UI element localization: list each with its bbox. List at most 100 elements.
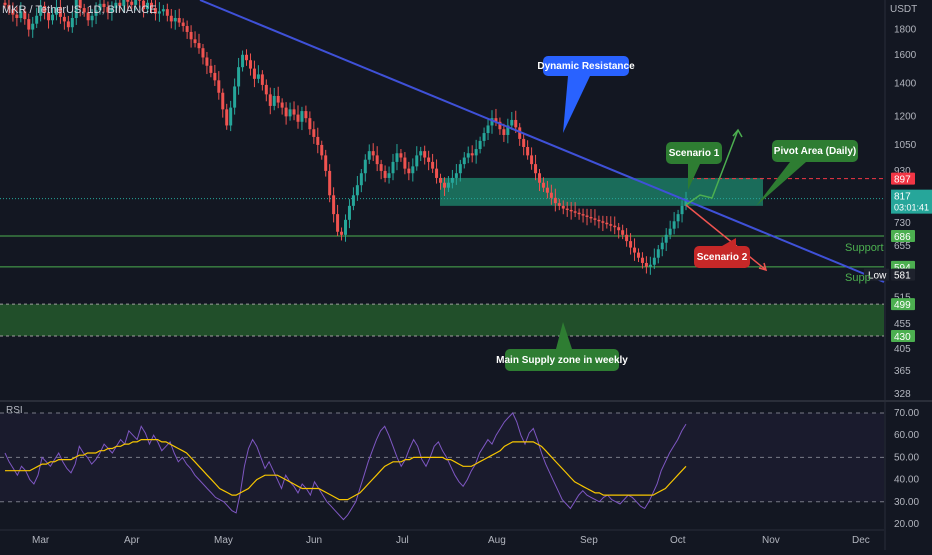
candle-body-109: [435, 168, 439, 178]
callout-pivot-area-pointer: [756, 162, 806, 206]
candle-body-87: [347, 205, 351, 220]
candle-body-100: [399, 153, 403, 158]
price-tag-897: 897: [894, 175, 911, 186]
candle-body-101: [403, 157, 407, 169]
candle-body-34: [138, 0, 142, 1]
candle-body-139: [553, 197, 557, 204]
price-tick-328: 328: [894, 389, 911, 400]
candle-body-8: [35, 15, 39, 24]
candle-body-84: [336, 214, 340, 232]
candle-body-99: [395, 153, 399, 162]
callout-dynamic-resistance[interactable]: Dynamic Resistance: [537, 56, 635, 76]
candle-body-114: [454, 173, 458, 178]
candle-body-103: [411, 166, 415, 174]
price-tick-405: 405: [894, 344, 911, 355]
callout-main-supply-zone[interactable]: Main Supply zone in weekly: [496, 349, 628, 371]
candle-body-66: [264, 84, 268, 95]
candle-body-0: [3, 2, 7, 5]
candle-body-112: [446, 182, 450, 188]
candle-body-72: [288, 109, 292, 117]
candle-body-126: [502, 129, 506, 135]
candle-body-9: [39, 5, 43, 16]
candle-body-127: [506, 125, 510, 135]
candle-body-48: [193, 39, 197, 44]
candle-body-153: [609, 224, 613, 226]
candle-body-123: [490, 118, 494, 126]
last-price-value: 817: [894, 192, 911, 203]
candle-body-122: [486, 125, 490, 134]
candle-body-74: [296, 114, 300, 122]
candle-body-92: [367, 151, 371, 160]
candle-body-120: [478, 140, 482, 150]
price-tag-686-bg: [891, 230, 915, 243]
candle-body-102: [407, 168, 411, 174]
candle-body-118: [470, 153, 474, 156]
candle-body-18: [74, 0, 78, 19]
candle-body-14: [58, 7, 62, 17]
candle-body-60: [241, 54, 245, 68]
candle-body-23: [94, 10, 98, 16]
candle-body-68: [272, 95, 276, 106]
candle-body-22: [90, 15, 94, 21]
candle-body-47: [189, 31, 193, 40]
callout-scenario-2[interactable]: Scenario 2: [694, 246, 750, 268]
candle-body-12: [51, 14, 55, 21]
candle-body-3: [15, 14, 19, 18]
callout-pivot-area[interactable]: Pivot Area (Daily): [772, 140, 858, 162]
candle-body-76: [304, 111, 308, 119]
time-tick-dec: Dec: [852, 535, 870, 546]
candle-body-1: [7, 4, 11, 10]
rsi-tick-60: 60.00: [894, 430, 919, 441]
support-label-594: Supp: [845, 272, 871, 284]
time-tick-apr: Apr: [124, 535, 140, 546]
zone-pivot-area: [440, 177, 763, 206]
candle-body-142: [565, 208, 569, 210]
callout-scenario-2-pointer: [722, 238, 736, 246]
candle-body-25: [102, 3, 106, 8]
scenario-2-arrow: [685, 204, 767, 271]
callout-scenario-1[interactable]: Scenario 1: [666, 142, 722, 164]
candle-body-151: [601, 221, 605, 223]
candle-body-107: [427, 157, 431, 162]
candle-body-70: [280, 102, 284, 108]
candle-body-46: [185, 26, 189, 32]
candle-body-155: [617, 227, 621, 231]
candle-body-111: [442, 182, 446, 188]
callout-dynamic-resistance-pointer: [563, 76, 590, 133]
candle-body-170: [676, 214, 680, 222]
time-tick-aug: Aug: [488, 535, 506, 546]
low-label-bg: [864, 268, 889, 281]
candle-body-11: [47, 12, 51, 21]
candle-body-164: [652, 257, 656, 265]
candle-body-24: [98, 3, 102, 11]
price-tag-897-bg: [891, 172, 915, 185]
candle-body-7: [31, 23, 35, 30]
candle-body-20: [82, 8, 86, 13]
candle-body-33: [134, 0, 138, 5]
last-price-countdown: 03:01:41: [894, 203, 929, 213]
candle-body-5: [23, 11, 27, 20]
candle-body-79: [316, 136, 320, 145]
candle-body-105: [419, 151, 423, 156]
candle-body-167: [664, 234, 668, 243]
candle-body-135: [538, 173, 542, 183]
price-tick-930: 930: [894, 166, 911, 177]
candle-body-144: [573, 211, 577, 213]
candle-body-106: [423, 151, 427, 158]
price-tick-730: 730: [894, 218, 911, 229]
candle-body-138: [549, 192, 553, 198]
candle-body-110: [439, 177, 443, 183]
price-tag-686: 686: [894, 232, 911, 243]
candle-body-27: [110, 8, 114, 13]
candle-body-44: [177, 18, 181, 23]
candle-body-42: [169, 15, 173, 22]
price-tick-1800: 1800: [894, 25, 917, 36]
candle-body-45: [181, 22, 185, 27]
price-tick-365: 365: [894, 366, 911, 377]
candle-body-165: [656, 249, 660, 258]
candle-body-145: [577, 212, 581, 215]
rsi-tick-40: 40.00: [894, 475, 919, 486]
candle-body-104: [415, 155, 419, 167]
